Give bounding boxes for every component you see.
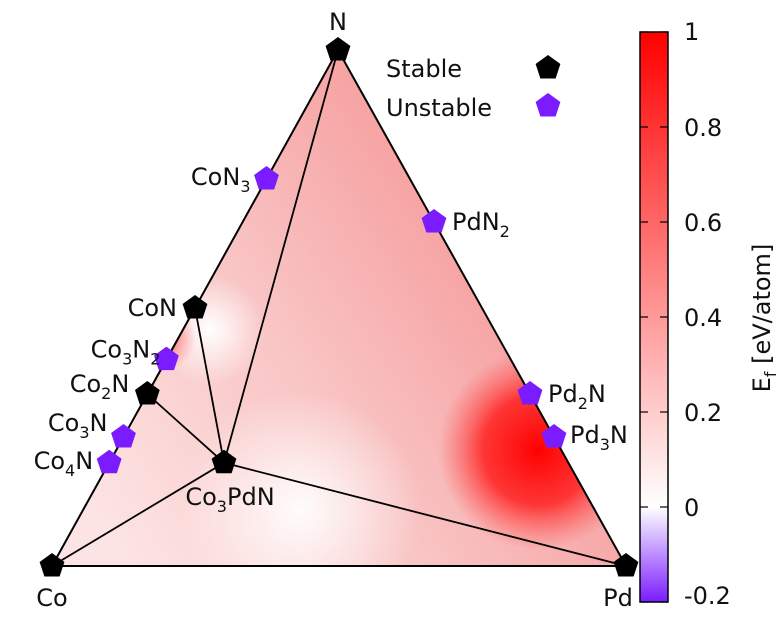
label-pdn2: PdN2 — [452, 208, 510, 241]
label-part-tail: PdN — [227, 483, 275, 511]
unstable-marker-co3n — [111, 424, 136, 448]
colorbar-tick-label-1: 0.8 — [684, 114, 722, 142]
label-part-base: Pd — [548, 380, 578, 408]
label-part-base: CoN — [128, 294, 177, 322]
label-part-base: Pd — [570, 421, 600, 449]
tie-line-0 — [51, 462, 225, 567]
colorbar: 1 0.8 0.6 0.4 0.2 0 -0.2 Ef [eV/atom] — [639, 18, 780, 610]
data-markers — [39, 37, 639, 577]
label-part-sub: 2 — [500, 222, 510, 241]
tie-line-1 — [223, 461, 627, 567]
label-part-base: Co — [70, 370, 101, 398]
legend-stable-label: Stable — [386, 55, 462, 83]
tie-line-2 — [223, 49, 339, 464]
legend-unstable-pentagon — [535, 93, 561, 117]
unstable-marker-pd2n — [517, 381, 543, 405]
unstable-marker-co4n — [96, 449, 122, 474]
legend-stable-pentagon — [535, 55, 561, 79]
legend-unstable-marker — [535, 93, 561, 117]
label-part-base: CoN — [191, 163, 240, 191]
label-n: N — [329, 8, 347, 36]
stable-marker-co3pdn — [211, 449, 237, 474]
label-part-base: Co — [34, 447, 65, 475]
composition-labels: NCo PdCoNCo2NCo3PdNCoN3Co3N2Co3NCo4NPdN2P… — [34, 8, 633, 612]
legend-unstable-label: Unstable — [386, 94, 492, 122]
colorbar-tick-label-6: -0.2 — [684, 582, 731, 610]
label-co3n: Co3N — [48, 409, 108, 442]
label-part-sub: 3 — [600, 435, 610, 454]
label-part-tail: N — [90, 409, 108, 437]
label-co: Co — [36, 584, 67, 612]
label-co2n: Co2N — [70, 370, 130, 403]
label-part-tail: N — [75, 447, 93, 475]
label-co3pdn: Co3PdN — [185, 483, 274, 516]
label-part-base: Co — [185, 483, 216, 511]
label-part-base: Co — [91, 336, 122, 364]
label-pd3n: Pd3N — [570, 421, 628, 454]
stable-marker-con — [182, 295, 208, 319]
label-part-tail: N — [111, 370, 129, 398]
unstable-marker-pd3n — [541, 424, 567, 448]
unstable-marker-con3 — [254, 166, 279, 190]
label-part-sub: 2 — [578, 394, 588, 413]
label-con3: CoN3 — [191, 163, 251, 196]
label-part-tail: N — [610, 421, 628, 449]
label-part-tail: N — [588, 380, 606, 408]
label-part-sub: 4 — [65, 461, 75, 480]
unstable-marker-co3n2 — [154, 346, 179, 371]
label-co4n: Co4N — [34, 447, 94, 480]
label-part-tail: N — [132, 336, 150, 364]
label-part-base: Pd — [603, 584, 633, 612]
tie-line-4 — [146, 393, 225, 464]
unstable-marker-pdn2 — [421, 209, 447, 233]
colorbar-title: Ef [eV/atom] — [748, 244, 780, 393]
legend: Stable Unstable — [386, 55, 561, 122]
label-pd: Pd — [603, 584, 633, 612]
label-part-sub: 3 — [217, 497, 227, 516]
legend-stable-marker — [535, 55, 561, 79]
label-part-base: Co — [36, 584, 67, 612]
label-part-sub: 2 — [101, 384, 111, 403]
colorbar-tick-label-5: 0 — [684, 494, 699, 522]
stable-marker-pd — [613, 553, 639, 577]
stable-marker-n — [325, 37, 351, 61]
label-co3n2: Co3N2 — [91, 336, 161, 369]
stable-marker-co — [39, 553, 65, 577]
label-part-sub: 3 — [240, 177, 250, 196]
tie-line-3 — [194, 307, 225, 463]
colorbar-ticks: 1 0.8 0.6 0.4 0.2 0 -0.2 — [640, 18, 731, 610]
label-part-base: N — [329, 8, 347, 36]
label-part-sub: 3 — [79, 423, 89, 442]
label-part-sub2: 2 — [150, 350, 160, 369]
colorbar-tick-label-4: 0.2 — [684, 399, 722, 427]
colorbar-tick-label-2: 0.6 — [684, 209, 722, 237]
stable-marker-co2n — [135, 381, 160, 405]
label-part-base: Co — [48, 409, 79, 437]
colorbar-tick-label-0: 1 — [684, 18, 699, 46]
label-con: CoN — [128, 294, 177, 322]
label-part-sub: 3 — [122, 350, 132, 369]
colorbar-tick-label-3: 0.4 — [684, 304, 722, 332]
label-pd2n: Pd2N — [548, 380, 606, 413]
label-part-base: PdN — [452, 208, 500, 236]
